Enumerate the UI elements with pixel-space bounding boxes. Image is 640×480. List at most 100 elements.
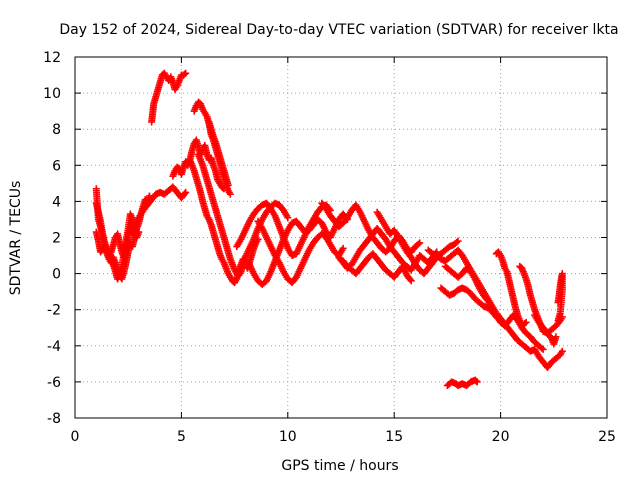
data-point [182,188,190,196]
series-track-v [531,311,560,348]
x-tick-label: 15 [385,429,403,445]
data-point [458,252,469,265]
data-point [271,252,282,265]
data-point [224,181,232,189]
data-point [554,317,562,325]
data-point [360,237,372,249]
data-point [318,199,329,211]
data-point [211,235,221,249]
data-point [128,215,138,232]
data-point [322,234,333,247]
y-axis-title: SDTVAR / TECUs [8,181,24,296]
data-point [188,161,197,173]
data-point [543,359,555,371]
y-tick-label: 2 [52,231,61,247]
data-point [194,181,204,195]
data-point [267,243,278,258]
data-point [555,309,564,323]
data-point [492,313,503,323]
data-point [352,266,363,278]
data-point [416,239,424,247]
data-point [241,219,253,234]
data-point [118,252,128,270]
data-point [297,257,308,272]
series-track-n [335,224,441,274]
y-tick-label: 6 [52,158,61,174]
data-point [499,257,508,270]
data-point [245,261,257,276]
data-point [292,266,304,281]
data-point [154,80,164,93]
data-point [326,226,338,241]
data-point [407,277,415,285]
data-point [137,205,147,218]
x-tick-label: 5 [177,429,186,445]
series-track-t [492,248,530,330]
y-tick-label: -8 [47,411,61,427]
data-point [207,154,217,167]
data-point [524,282,534,297]
y-tick-label: 4 [52,194,61,210]
y-tick-label: 8 [52,122,61,138]
data-point [369,226,380,238]
series-track-i [205,118,232,189]
y-tick-label: 10 [43,86,61,102]
data-point [211,205,221,218]
y-tick-label: -4 [47,339,61,355]
series-track-c [92,210,143,283]
data-point [101,243,112,258]
data-point [471,275,482,290]
data-point [280,228,291,243]
y-tick-label: 12 [43,50,61,66]
data-point [339,244,347,252]
data-point [522,318,530,326]
data-point [399,262,410,278]
data-point [292,243,304,258]
data-point [288,275,299,287]
data-point [177,165,187,178]
data-point [258,224,270,240]
data-point [531,345,542,359]
y-tick-label: -2 [47,303,61,319]
data-point [507,286,517,301]
data-point [399,241,410,254]
data-point [473,378,481,386]
series-track-h [194,150,292,279]
data-point [322,205,333,218]
series-track-w [554,270,566,325]
data-point [339,215,350,227]
y-tick-label: -6 [47,375,61,391]
data-point [558,347,566,355]
data-point [120,239,130,258]
data-point [416,266,427,276]
series-track-e [169,136,228,193]
data-point [226,190,234,198]
data-point [284,214,292,222]
data-point [182,69,190,77]
data-point [475,284,487,297]
data-point [377,215,389,229]
data-point [454,237,462,245]
grid-layer [75,57,607,418]
data-point [250,206,261,218]
data-point [263,234,274,249]
x-tick-label: 10 [279,429,297,445]
data-point [509,295,519,310]
axis-ticks: 0 5 10 15 20 25 -8 -6 -4 -2 0 2 4 6 8 10 12 [43,50,616,445]
y-tick-label: 0 [52,267,61,283]
data-point [467,268,478,281]
data-point [275,237,287,254]
data-point [318,219,329,234]
data-point [301,248,312,263]
chart-title: Day 152 of 2024, Sidereal Day-to-day VTE… [59,22,618,38]
data-point [94,208,104,223]
series-track-x [443,376,481,390]
x-tick-label: 0 [71,429,80,445]
data-marks [92,69,566,390]
x-tick-label: 25 [598,429,616,445]
series-track-p [339,250,415,285]
data-point [356,208,368,223]
x-axis-title: GPS time / hours [281,458,398,474]
data-point [250,270,261,283]
